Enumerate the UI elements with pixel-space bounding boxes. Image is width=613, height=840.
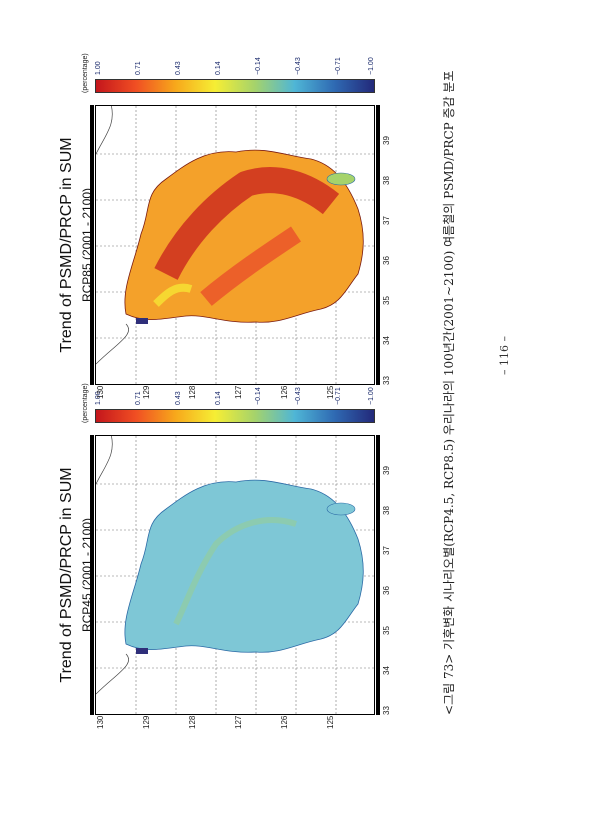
colorbar-tick: 0.43 (175, 391, 182, 405)
map-panel-rcp45: Trend of PSMD/PRCP in SUM RCP45 (2001 - … (0, 335, 420, 729)
lat-tick: 39 (382, 136, 391, 145)
colorbar-tick: −0.71 (335, 57, 342, 75)
korea-trend-map (95, 105, 375, 385)
colorbar-tick: −0.14 (255, 57, 262, 75)
colorbar-tick: −0.43 (295, 387, 302, 405)
lon-ruler-bottom (376, 435, 380, 715)
page-number: – 116 – (498, 336, 511, 375)
lat-tick: 34 (382, 666, 391, 675)
colorbar-tick: −1.00 (368, 387, 375, 405)
lon-tick: 125 (326, 385, 335, 399)
colorbar-title: (percentage) (82, 383, 89, 423)
anomaly-patch (136, 648, 148, 654)
lat-tick: 38 (382, 176, 391, 185)
lon-tick: 127 (234, 385, 243, 399)
lon-tick: 130 (96, 715, 105, 729)
map-svg (96, 435, 375, 714)
lon-tick: 130 (96, 385, 105, 399)
lon-tick: 125 (326, 715, 335, 729)
lon-ruler-bottom (376, 105, 380, 385)
lat-tick: 35 (382, 296, 391, 305)
lon-tick: 128 (188, 385, 197, 399)
map-panel-rcp85: Trend of PSMD/PRCP in SUM RCP85 (2001 - … (0, 5, 420, 399)
lon-tick: 129 (142, 385, 151, 399)
colorbar-tick: 0.14 (215, 391, 222, 405)
colorbar (95, 79, 375, 93)
lon-ruler-top (90, 105, 94, 385)
lon-tick: 128 (188, 715, 197, 729)
lat-tick: 38 (382, 506, 391, 515)
panel-title: Trend of PSMD/PRCP in SUM (58, 467, 75, 683)
lat-tick: 36 (382, 256, 391, 265)
colorbar-title: (percentage) (82, 53, 89, 93)
lat-tick: 35 (382, 626, 391, 635)
lon-tick: 129 (142, 715, 151, 729)
lat-tick: 39 (382, 466, 391, 475)
colorbar-tick: −1.00 (368, 57, 375, 75)
korea-trend-map (95, 435, 375, 715)
anomaly-patch (136, 318, 148, 324)
lat-tick: 36 (382, 586, 391, 595)
colorbar-tick: 1.00 (95, 61, 102, 75)
colorbar-tick: 0.14 (215, 61, 222, 75)
figure-caption: <그림 73> 기후변화 시나리오별(RCP4.5, RCP8.5) 우리나라의… (442, 70, 456, 715)
colorbar-tick: −0.43 (295, 57, 302, 75)
lat-tick: 37 (382, 546, 391, 555)
lat-tick: 34 (382, 336, 391, 345)
lat-tick: 37 (382, 216, 391, 225)
panel-title: Trend of PSMD/PRCP in SUM (58, 137, 75, 353)
map-svg (96, 105, 375, 384)
colorbar-tick: −0.14 (255, 387, 262, 405)
lon-tick: 126 (280, 385, 289, 399)
colorbar-tick: 0.71 (135, 391, 142, 405)
lon-tick: 126 (280, 715, 289, 729)
lon-tick: 127 (234, 715, 243, 729)
peninsula-shape (124, 479, 364, 653)
colorbar-tick: 0.43 (175, 61, 182, 75)
lat-tick: 33 (382, 376, 391, 385)
island-shape (326, 172, 356, 186)
island-shape (326, 502, 356, 516)
colorbar (95, 409, 375, 423)
lon-ruler-top (90, 435, 94, 715)
lat-tick: 33 (382, 706, 391, 715)
colorbar-tick: 0.71 (135, 61, 142, 75)
colorbar-tick: −0.71 (335, 387, 342, 405)
